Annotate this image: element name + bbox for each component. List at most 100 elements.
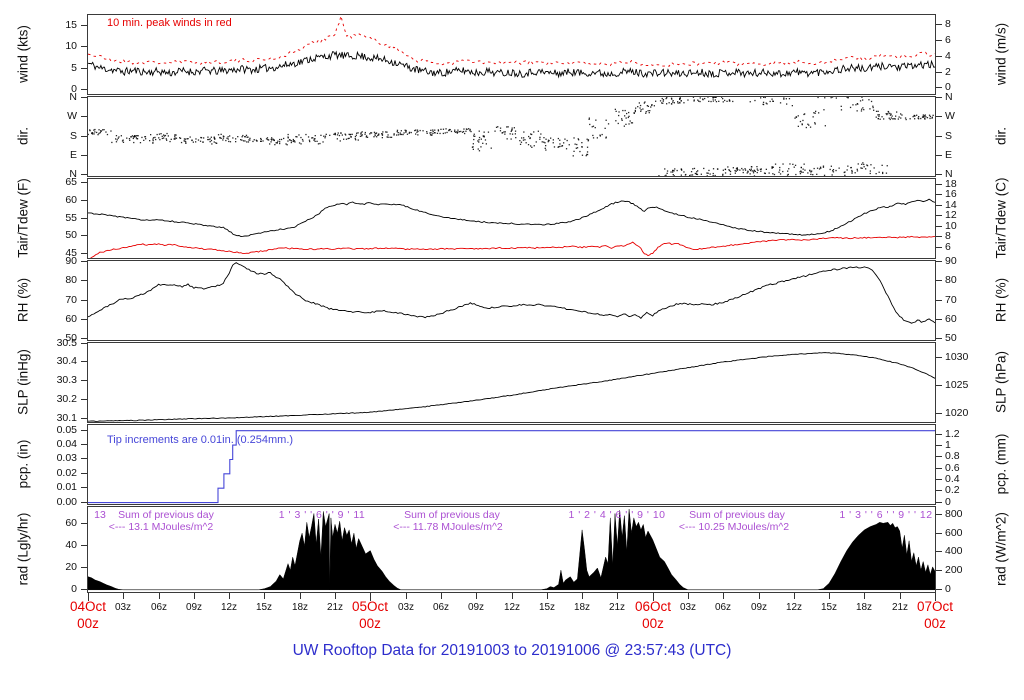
dir-dot — [285, 143, 287, 145]
annotation: <--- 10.25 MJoules/m^2 — [678, 521, 790, 533]
dir-dot — [341, 134, 343, 136]
dir-dot — [511, 133, 514, 135]
dir-dot — [794, 164, 797, 166]
dir-dot — [426, 131, 428, 133]
axis-tick — [936, 502, 942, 503]
dir-dot — [314, 135, 316, 137]
annotation: <--- 13.1 MJoules/m^2 — [108, 521, 214, 533]
dir-dot — [225, 139, 227, 142]
dir-dot — [300, 136, 302, 139]
dir-dot — [586, 151, 589, 153]
dir-dot — [644, 101, 646, 103]
axis-tick — [81, 523, 87, 524]
dir-dot — [462, 130, 465, 133]
dir-dot — [547, 139, 550, 141]
dir-dot — [882, 172, 884, 175]
dir-dot — [267, 139, 269, 141]
dir-dot — [514, 133, 516, 135]
dir-dot — [787, 173, 789, 176]
dir-dot — [642, 108, 644, 110]
axis-tick — [81, 380, 87, 381]
dir-dot — [279, 141, 281, 143]
dir-dot — [338, 134, 341, 137]
dir-dot — [159, 139, 161, 141]
dir-dot — [345, 138, 348, 140]
axis-tick-label: 70 — [65, 294, 77, 306]
dir-dot — [631, 122, 634, 124]
dir-dot — [553, 146, 556, 148]
rad-plot — [88, 509, 935, 591]
axis-tick-label: S — [945, 130, 953, 142]
dir-dot — [816, 167, 819, 169]
dir-dot — [292, 138, 294, 141]
dir-dot — [298, 134, 300, 136]
dir-dot — [802, 171, 804, 173]
dir-dot — [863, 163, 865, 166]
dir-dot — [751, 166, 753, 168]
dir-dot — [634, 110, 636, 113]
dir-dot — [788, 98, 791, 100]
dir-dot — [721, 97, 723, 98]
dir-dot — [355, 134, 357, 136]
dir-dot — [272, 138, 274, 140]
dir-dot — [381, 133, 383, 135]
axis-tick — [81, 487, 87, 488]
dir-dot — [374, 133, 376, 135]
dir-dot — [877, 110, 879, 112]
axis-tick — [936, 205, 942, 206]
dir-dot — [579, 150, 581, 153]
dir-dot — [737, 169, 739, 171]
dir-dot — [396, 134, 398, 136]
axis-tick-label: 15 — [65, 19, 77, 31]
dir-dot — [918, 116, 920, 118]
x-axis-minor-label: 18z — [291, 602, 309, 613]
x-axis-date-label: 04Oct — [69, 599, 107, 614]
dir-dot — [817, 97, 819, 99]
dir-dot — [152, 137, 155, 139]
dir-dot — [91, 132, 93, 134]
dir-dot — [887, 113, 889, 115]
dir-dot — [213, 136, 215, 138]
dir-dot — [533, 145, 535, 147]
series-tdew_f — [90, 235, 935, 258]
x-axis-tick — [723, 593, 724, 599]
dir-dot — [242, 140, 245, 142]
dir-dot — [717, 168, 719, 170]
dir-dot — [809, 126, 812, 128]
dir-dot — [403, 132, 405, 134]
dir-dot — [361, 135, 363, 137]
dir-dot — [588, 117, 590, 119]
dir-dot — [203, 137, 205, 139]
axis-tick — [936, 184, 942, 185]
dir-dot — [163, 134, 165, 136]
dir-dot — [122, 139, 124, 141]
axis-tick-label: 0.6 — [945, 462, 960, 474]
dir-plot — [88, 97, 934, 176]
axis-tick-label: 1.2 — [945, 428, 960, 440]
dir-dot — [135, 137, 137, 139]
dir-dot — [365, 135, 368, 137]
dir-dot — [449, 129, 451, 131]
dir-dot — [645, 112, 647, 114]
x-axis-tick — [370, 593, 371, 601]
dir-dot — [344, 133, 346, 135]
dir-dot — [715, 101, 718, 103]
annotation: 1 ' 3 ' ' 6 ' ' 9 ' ' 12 — [839, 509, 933, 521]
dir-dot — [621, 118, 623, 120]
dir-dot — [364, 131, 366, 134]
dir-dot — [672, 101, 674, 103]
dir-dot — [436, 132, 439, 134]
dir-dot — [520, 141, 523, 143]
axis-tick — [936, 280, 942, 281]
dir-dot — [129, 139, 131, 141]
dir-dot — [118, 136, 120, 138]
dir-dot — [617, 122, 619, 125]
dir-dot — [566, 139, 568, 142]
dir-dot — [457, 129, 459, 131]
dir-dot — [587, 139, 590, 141]
dir-dot — [604, 127, 606, 129]
dir-dot — [830, 97, 832, 99]
dir-dot — [210, 139, 213, 142]
dir-dot — [223, 135, 225, 138]
dir-dot — [666, 97, 668, 99]
